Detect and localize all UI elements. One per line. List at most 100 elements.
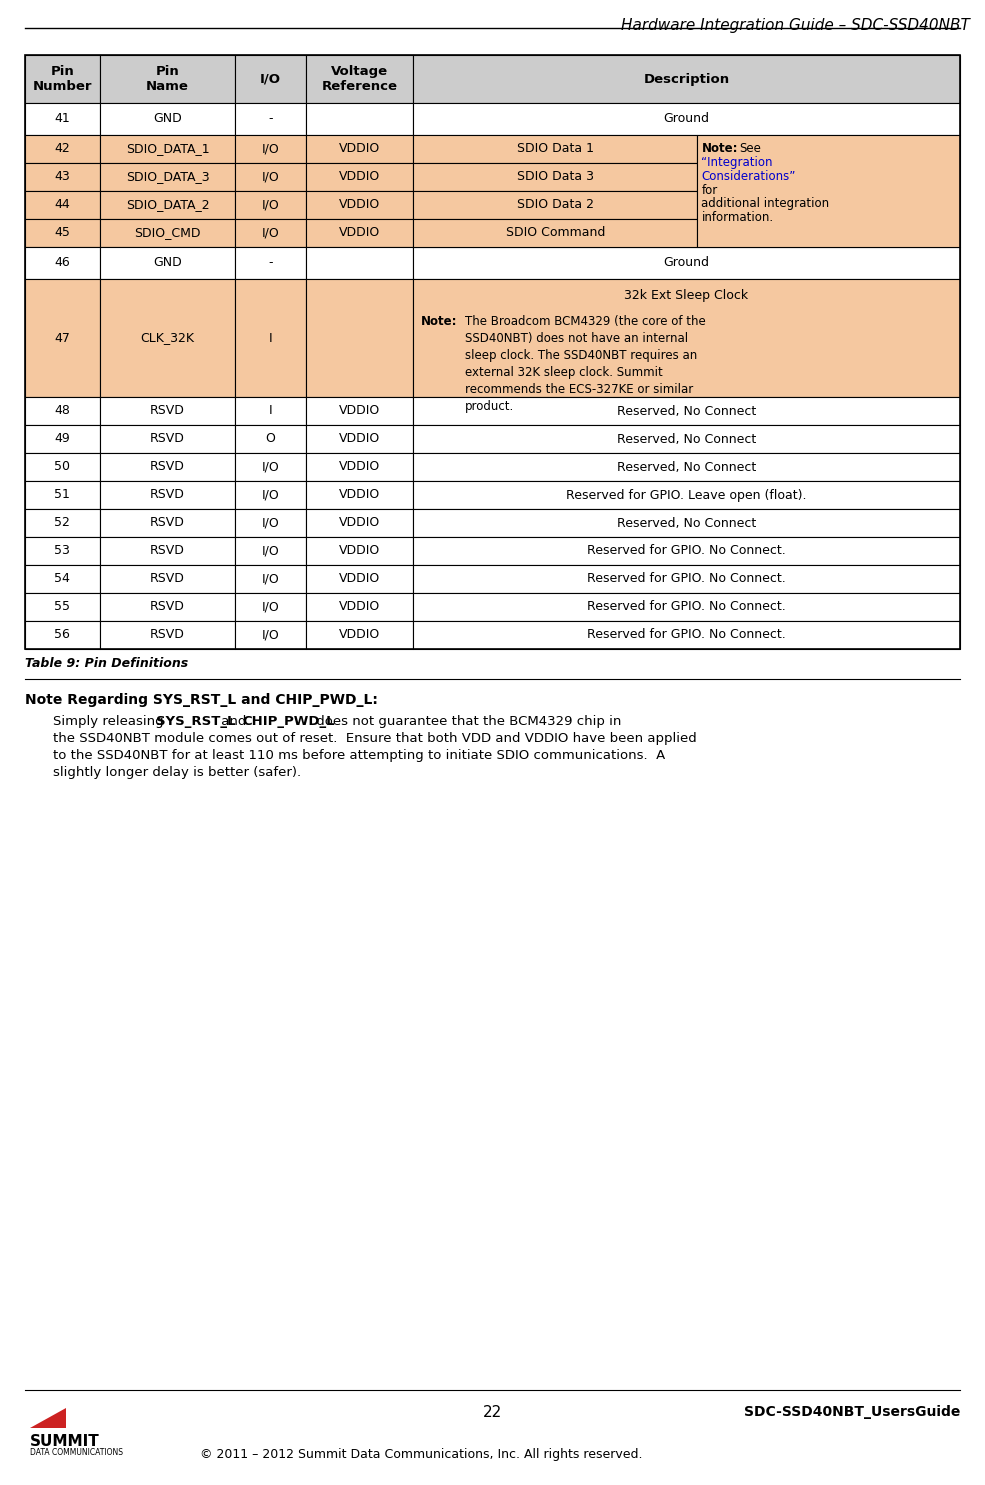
Bar — [413, 163, 697, 192]
Bar — [99, 279, 235, 396]
Text: RSVD: RSVD — [150, 489, 185, 502]
Bar — [99, 192, 235, 218]
Text: 49: 49 — [54, 432, 70, 446]
Text: See: See — [740, 143, 761, 154]
Text: and: and — [217, 714, 250, 728]
Bar — [305, 279, 413, 396]
Text: VDDIO: VDDIO — [339, 628, 380, 642]
Text: 48: 48 — [54, 404, 70, 417]
Bar — [413, 509, 960, 538]
Bar — [235, 192, 305, 218]
Bar — [413, 453, 960, 481]
Text: information.: information. — [701, 211, 773, 224]
Bar — [99, 247, 235, 279]
Text: RSVD: RSVD — [150, 573, 185, 585]
Bar — [99, 135, 235, 163]
Text: VDDIO: VDDIO — [339, 545, 380, 557]
Bar — [235, 247, 305, 279]
Text: CHIP_PWD_L: CHIP_PWD_L — [242, 714, 335, 728]
Text: 50: 50 — [54, 460, 70, 474]
Text: Description: Description — [643, 73, 730, 86]
Text: GND: GND — [154, 113, 182, 126]
Bar — [413, 593, 960, 621]
Bar — [25, 425, 99, 453]
Bar — [99, 481, 235, 509]
Bar — [235, 396, 305, 425]
Text: I/O: I/O — [262, 600, 280, 613]
Text: 53: 53 — [54, 545, 70, 557]
Text: I/O: I/O — [262, 227, 280, 239]
Text: Note Regarding SYS_RST_L and CHIP_PWD_L:: Note Regarding SYS_RST_L and CHIP_PWD_L: — [25, 693, 378, 707]
Text: I/O: I/O — [260, 73, 281, 86]
Bar — [305, 593, 413, 621]
Bar — [305, 621, 413, 649]
Text: 41: 41 — [54, 113, 70, 126]
Bar — [305, 564, 413, 593]
Bar — [305, 425, 413, 453]
Bar — [25, 396, 99, 425]
Text: 46: 46 — [54, 257, 70, 269]
Text: RSVD: RSVD — [150, 545, 185, 557]
Text: Note:: Note: — [701, 143, 738, 154]
Text: VDDIO: VDDIO — [339, 573, 380, 585]
Bar — [413, 621, 960, 649]
Text: 32k Ext Sleep Clock: 32k Ext Sleep Clock — [624, 288, 749, 301]
Polygon shape — [30, 1408, 66, 1429]
Text: VDDIO: VDDIO — [339, 600, 380, 613]
Text: RSVD: RSVD — [150, 432, 185, 446]
Text: 43: 43 — [54, 171, 70, 184]
Text: I/O: I/O — [262, 628, 280, 642]
Bar — [413, 481, 960, 509]
Text: RSVD: RSVD — [150, 600, 185, 613]
Bar — [25, 135, 99, 163]
Bar — [305, 163, 413, 192]
Text: 56: 56 — [54, 628, 70, 642]
Text: Reserved, No Connect: Reserved, No Connect — [617, 404, 756, 417]
Bar — [413, 192, 697, 218]
Bar — [235, 163, 305, 192]
Text: 51: 51 — [54, 489, 70, 502]
Text: VDDIO: VDDIO — [339, 460, 380, 474]
Bar — [25, 247, 99, 279]
Bar — [413, 102, 960, 135]
Bar — [235, 279, 305, 396]
Text: Considerations”: Considerations” — [701, 169, 796, 183]
Bar — [305, 218, 413, 247]
Bar — [697, 135, 960, 247]
Text: Ground: Ground — [664, 113, 709, 126]
Bar — [413, 279, 960, 396]
Text: SYS_RST_L: SYS_RST_L — [156, 714, 235, 728]
Bar — [305, 481, 413, 509]
Text: Reserved for GPIO. Leave open (float).: Reserved for GPIO. Leave open (float). — [566, 489, 807, 502]
Bar — [305, 192, 413, 218]
Bar — [235, 135, 305, 163]
Bar — [25, 593, 99, 621]
Text: does not guarantee that the BCM4329 chip in: does not guarantee that the BCM4329 chip… — [312, 714, 622, 728]
Bar — [99, 218, 235, 247]
Bar — [25, 192, 99, 218]
Bar — [235, 621, 305, 649]
Text: Ground: Ground — [664, 257, 709, 269]
Text: for: for — [701, 184, 718, 198]
Bar — [25, 564, 99, 593]
Text: © 2011 – 2012 Summit Data Communications, Inc. All rights reserved.: © 2011 – 2012 Summit Data Communications… — [200, 1448, 642, 1461]
Text: SUMMIT: SUMMIT — [30, 1435, 99, 1449]
Text: I/O: I/O — [262, 460, 280, 474]
Text: Voltage
Reference: Voltage Reference — [321, 65, 397, 94]
Bar — [99, 453, 235, 481]
Text: additional integration: additional integration — [701, 198, 829, 209]
Text: VDDIO: VDDIO — [339, 199, 380, 211]
Text: 55: 55 — [54, 600, 70, 613]
Text: I/O: I/O — [262, 171, 280, 184]
Bar — [413, 247, 960, 279]
Bar — [25, 218, 99, 247]
Text: Reserved, No Connect: Reserved, No Connect — [617, 460, 756, 474]
Text: to the SSD40NBT for at least 110 ms before attempting to initiate SDIO communica: to the SSD40NBT for at least 110 ms befo… — [53, 748, 665, 762]
Bar — [25, 453, 99, 481]
Bar — [25, 55, 99, 102]
Text: SDIO Data 2: SDIO Data 2 — [517, 199, 594, 211]
Text: I/O: I/O — [262, 143, 280, 156]
Bar — [99, 396, 235, 425]
Text: I/O: I/O — [262, 573, 280, 585]
Bar — [99, 564, 235, 593]
